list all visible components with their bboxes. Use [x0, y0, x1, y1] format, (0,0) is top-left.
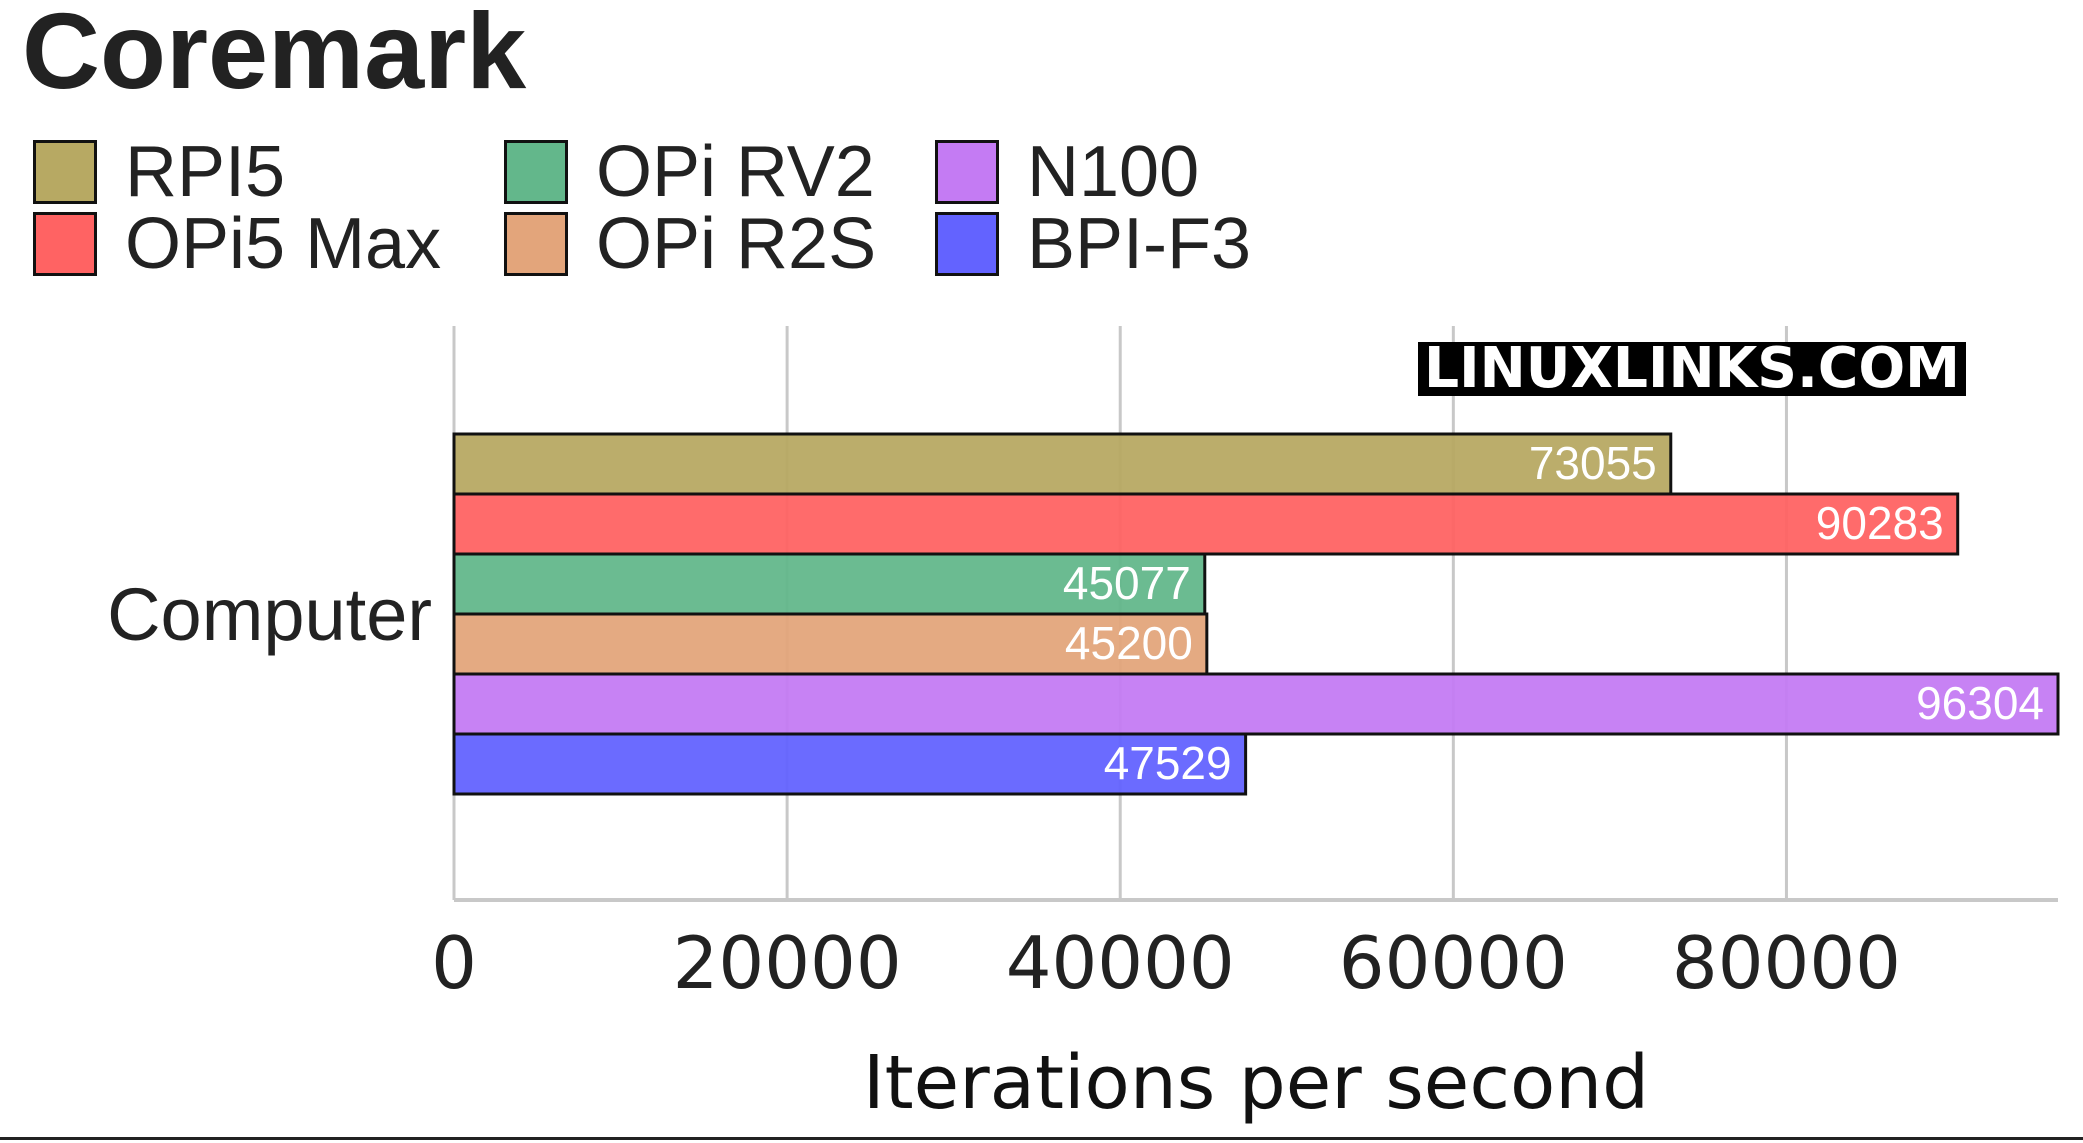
bar-value-label-5: 47529 [1104, 737, 1232, 789]
legend-label-opi5-max: OPi5 Max [125, 204, 442, 284]
x-axis-title: Iterations per second [863, 1040, 1649, 1126]
legend-swatch-opi-r2s [504, 212, 568, 276]
bar-opi-r2s [452, 612, 1209, 676]
watermark-text: LINUXLINKS.COM [1424, 336, 1960, 401]
bar-bpi-f3 [452, 732, 1248, 796]
legend-swatch-bpi-f3 [935, 212, 999, 276]
y-category-label: Computer [107, 573, 432, 656]
x-tick-label-1: 20000 [673, 921, 902, 1005]
legend-item-bpi-f3: BPI-F3 [935, 204, 1252, 284]
bar-rpi5 [452, 432, 1673, 496]
legend-label-opi-rv2: OPi RV2 [596, 132, 875, 212]
legend-label-rpi5: RPI5 [125, 132, 286, 212]
watermark-background [1418, 342, 1966, 396]
bar-opi5-max [452, 492, 1960, 556]
bar-value-label-3: 45200 [1065, 617, 1193, 669]
bar-value-label-2: 45077 [1063, 557, 1191, 609]
x-tick-label-2: 40000 [1006, 921, 1235, 1005]
x-tick-label-3: 60000 [1339, 921, 1568, 1005]
bar-value-label-0: 73055 [1529, 437, 1657, 489]
legend-item-opi-r2s: OPi R2S [504, 204, 877, 284]
bar-value-label-4: 96304 [1916, 677, 2044, 729]
legend-swatch-n100 [935, 140, 999, 204]
chart-title: Coremark [22, 0, 527, 111]
legend-label-n100: N100 [1027, 132, 1200, 212]
legend-label-bpi-f3: BPI-F3 [1027, 204, 1252, 284]
bar-value-label-1: 90283 [1816, 497, 1944, 549]
legend-item-opi5-max: OPi5 Max [33, 204, 442, 284]
legend: RPI5 OPi5 Max OPi RV2 OPi R2S N100 BPI-F… [33, 132, 1333, 288]
legend-swatch-opi-rv2 [504, 140, 568, 204]
legend-item-opi-rv2: OPi RV2 [504, 132, 875, 212]
bottom-rule [0, 1137, 2083, 1140]
legend-swatch-rpi5 [33, 140, 97, 204]
legend-item-n100: N100 [935, 132, 1200, 212]
bar-n100 [452, 672, 2060, 736]
x-tick-label-0: 0 [431, 921, 477, 1005]
legend-item-rpi5: RPI5 [33, 132, 286, 212]
watermark: LINUXLINKS.COM [1418, 336, 1966, 401]
legend-swatch-opi5-max [33, 212, 97, 276]
legend-label-opi-r2s: OPi R2S [596, 204, 877, 284]
x-tick-label-4: 80000 [1672, 921, 1901, 1005]
